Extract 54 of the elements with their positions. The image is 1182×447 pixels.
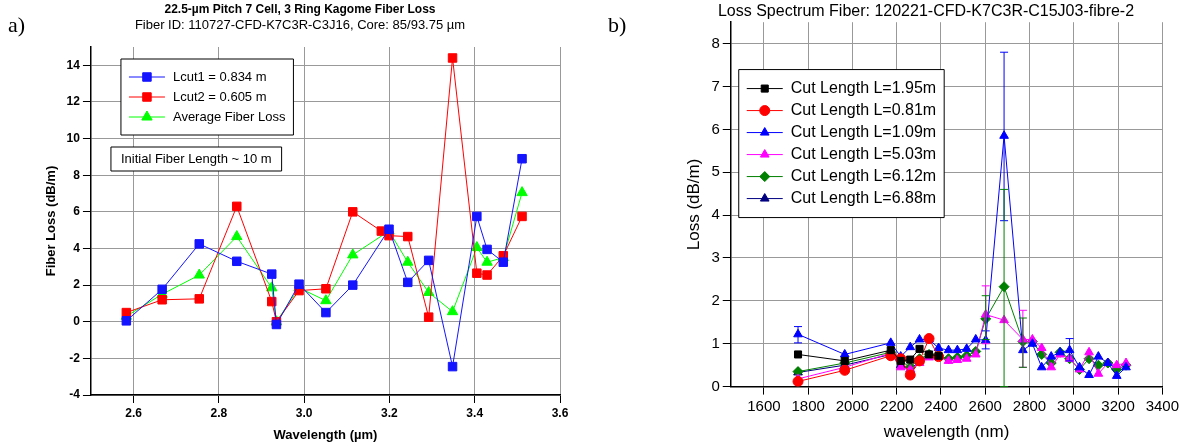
y-tick-label: -4 (69, 387, 81, 402)
x-tick-label: 3.6 (551, 405, 569, 420)
x-tick-label: 3200 (1101, 396, 1135, 414)
annotation: Initial Fiber Length ~ 10 m (120, 150, 272, 166)
x-tick-label: 2.8 (210, 405, 228, 420)
x-tick-label: 2400 (924, 396, 958, 414)
y-tick-label: 0 (711, 376, 720, 394)
y-tick-label: 1 (711, 333, 720, 351)
legend-label: Cut Length L=6.88m (790, 188, 937, 206)
y-tick-label: 8 (73, 167, 81, 182)
legend-label: Lcut2 = 0.605 m (172, 88, 267, 104)
x-tick-label: 1600 (747, 396, 781, 414)
y-tick-label: -2 (69, 350, 81, 365)
chart-subtitle: Fiber ID: 110727-CFD-K7C3R-C3J16, Core: 85/93.75 µm (134, 16, 466, 32)
text: a) (8, 12, 26, 38)
y-tick-label: 6 (73, 204, 81, 219)
x-tick-label: 2200 (880, 396, 914, 414)
chart-title: 22.5-µm Pitch 7 Cell, 3 Ring Kagome Fiber Loss (164, 1, 436, 16)
x-tick-label: 3400 (1145, 396, 1179, 414)
y-tick-label: 2 (73, 277, 81, 292)
x-tick-label: 2000 (835, 396, 870, 414)
y-tick-label: 12 (66, 94, 81, 109)
legend-label: Cut Length L=1.95m (790, 78, 937, 96)
x-tick-label: 1800 (791, 396, 825, 414)
x-tick-label: 3000 (1057, 396, 1091, 414)
x-tick-label: 2.6 (125, 405, 143, 420)
y-tick-label: 4 (711, 205, 720, 223)
x-tick-label: 3.2 (381, 405, 399, 420)
y-tick-label: 0 (73, 314, 81, 329)
legend-label: Average Fiber Loss (172, 108, 286, 124)
y-tick-label: 7 (711, 76, 720, 94)
legend-label: Cut Length L=6.12m (790, 166, 937, 184)
y-tick-label: 5 (711, 162, 720, 180)
y-axis-title: Fiber Loss (dB/m) (43, 165, 59, 277)
y-tick-label: 2 (711, 291, 720, 308)
y-tick-label: 6 (711, 119, 720, 137)
x-tick-label: 2800 (1012, 396, 1047, 414)
y-tick-label: 3 (711, 248, 720, 266)
chart-title: Loss Spectrum Fiber: 120221-CFD-K7C3R-C15J03-fibre-2 (717, 2, 1135, 20)
x-axis-title: Wavelength (µm) (273, 426, 378, 442)
y-tick-label: 14 (66, 57, 81, 72)
y-tick-label: 8 (711, 33, 720, 51)
x-axis-title: wavelength (nm) (882, 422, 1010, 442)
legend-label: Lcut1 = 0.834 m (172, 68, 267, 84)
legend-label: Cut Length L=0.81m (790, 100, 937, 118)
legend-label: Cut Length L=5.03m (790, 144, 937, 162)
y-tick-label: 4 (73, 240, 81, 255)
x-tick-label: 3.4 (466, 405, 484, 420)
legend-label: Cut Length L=1.09m (790, 122, 937, 140)
x-tick-label: 3.0 (295, 405, 313, 420)
text: b) (608, 12, 627, 38)
x-tick-label: 2600 (968, 396, 1002, 414)
y-axis-title: Loss (dB/m) (683, 158, 703, 251)
y-tick-label: 10 (66, 130, 81, 145)
